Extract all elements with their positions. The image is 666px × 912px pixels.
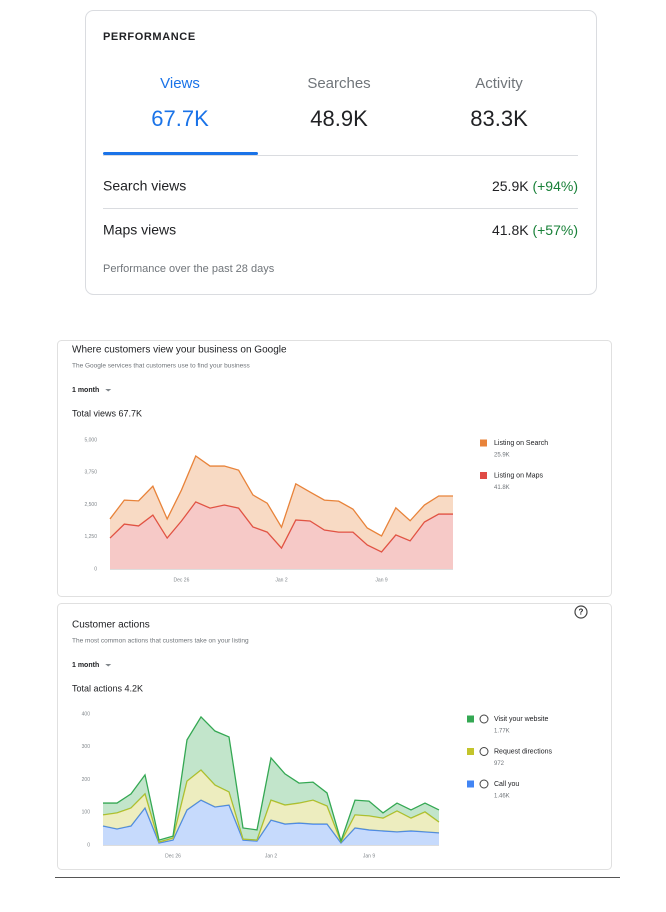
row-label: Search views [103, 178, 186, 194]
area-fill [110, 455, 453, 552]
legend-icon [479, 747, 489, 756]
chart-total: Total views 67.7K [72, 408, 142, 418]
area-line [109, 454, 453, 537]
card-title: PERFORMANCE [103, 31, 196, 43]
tab-value[interactable]: 48.9K [310, 106, 368, 131]
y-tick-label: 3,750 [84, 470, 97, 476]
tab-value[interactable]: 67.7K [151, 106, 209, 131]
legend-label: Call you [494, 781, 519, 788]
legend-value: 1.46K [494, 794, 510, 800]
dropdown-caret[interactable] [105, 389, 112, 392]
performance-card [85, 10, 597, 295]
x-tick-label: Jan 9 [363, 853, 375, 859]
chart-subtitle: The Google services that customers use t… [72, 363, 251, 370]
legend-label: Listing on Maps [494, 472, 544, 479]
tab-indicator [103, 152, 258, 155]
tab-label[interactable]: Activity [475, 75, 523, 92]
legend-label: Visit your website [494, 716, 548, 723]
y-tick-label: 300 [82, 744, 91, 750]
legend-value: 41.8K [494, 485, 510, 491]
x-tick-label: Dec 26 [174, 577, 190, 583]
x-tick-label: Jan 2 [275, 577, 287, 583]
tab-label[interactable]: Views [160, 75, 200, 92]
help-icon-mark[interactable]: ? [579, 608, 584, 617]
legend-label: Request directions [494, 748, 552, 755]
row-number: 25.9K [492, 178, 529, 194]
y-tick-label: 0 [87, 842, 90, 848]
chart-subtitle: The most common actions that customers t… [72, 638, 249, 645]
chart-card [57, 340, 612, 597]
legend-value: 972 [494, 761, 505, 767]
x-tick-label: Jan 2 [265, 853, 277, 859]
row-value: 41.8K (+57%) [492, 222, 578, 238]
legend-swatch [467, 748, 474, 755]
tab-label[interactable]: Searches [307, 75, 370, 92]
y-tick-label: 0 [94, 566, 97, 572]
area-fill [103, 770, 439, 844]
legend-label: Listing on Search [494, 440, 548, 447]
area-line [103, 715, 440, 844]
area-line [102, 799, 440, 845]
x-tick-label: Dec 26 [165, 853, 181, 859]
y-tick-label: 100 [82, 810, 91, 816]
area-fill [103, 716, 439, 843]
area-fill [110, 501, 453, 569]
y-tick-label: 2,500 [84, 502, 97, 508]
tab-value[interactable]: 83.3K [470, 106, 528, 131]
area-line [109, 501, 453, 553]
row-label: Maps views [103, 222, 176, 238]
x-tick-label: Jan 9 [375, 577, 387, 583]
period-dropdown[interactable]: 1 month [72, 387, 99, 394]
y-tick-label: 1,250 [84, 534, 97, 540]
legend-icon [479, 714, 489, 724]
row-change: (+57%) [532, 222, 578, 238]
chart-title: Customer actions [72, 620, 150, 631]
legend-icon [479, 779, 489, 789]
help-icon[interactable] [574, 605, 588, 619]
y-tick-label: 5,000 [84, 437, 97, 443]
legend-value: 25.9K [494, 453, 510, 459]
legend-swatch [480, 439, 487, 447]
row-number: 41.8K [492, 222, 529, 238]
legend-value: 1.77K [494, 729, 510, 735]
legend-swatch [480, 472, 487, 479]
row-change: (+94%) [532, 178, 578, 194]
period-dropdown[interactable]: 1 month [72, 662, 99, 669]
dropdown-caret[interactable] [105, 664, 112, 667]
chart-title: Where customers view your business on Go… [72, 345, 287, 356]
area-line [102, 769, 440, 844]
y-tick-label: 200 [82, 777, 91, 783]
card-footer: Performance over the past 28 days [103, 263, 275, 275]
chart-total: Total actions 4.2K [72, 683, 143, 693]
row-value: 25.9K (+94%) [492, 178, 578, 194]
legend-swatch [467, 715, 474, 723]
legend-swatch [467, 780, 474, 788]
y-tick-label: 400 [82, 711, 91, 717]
